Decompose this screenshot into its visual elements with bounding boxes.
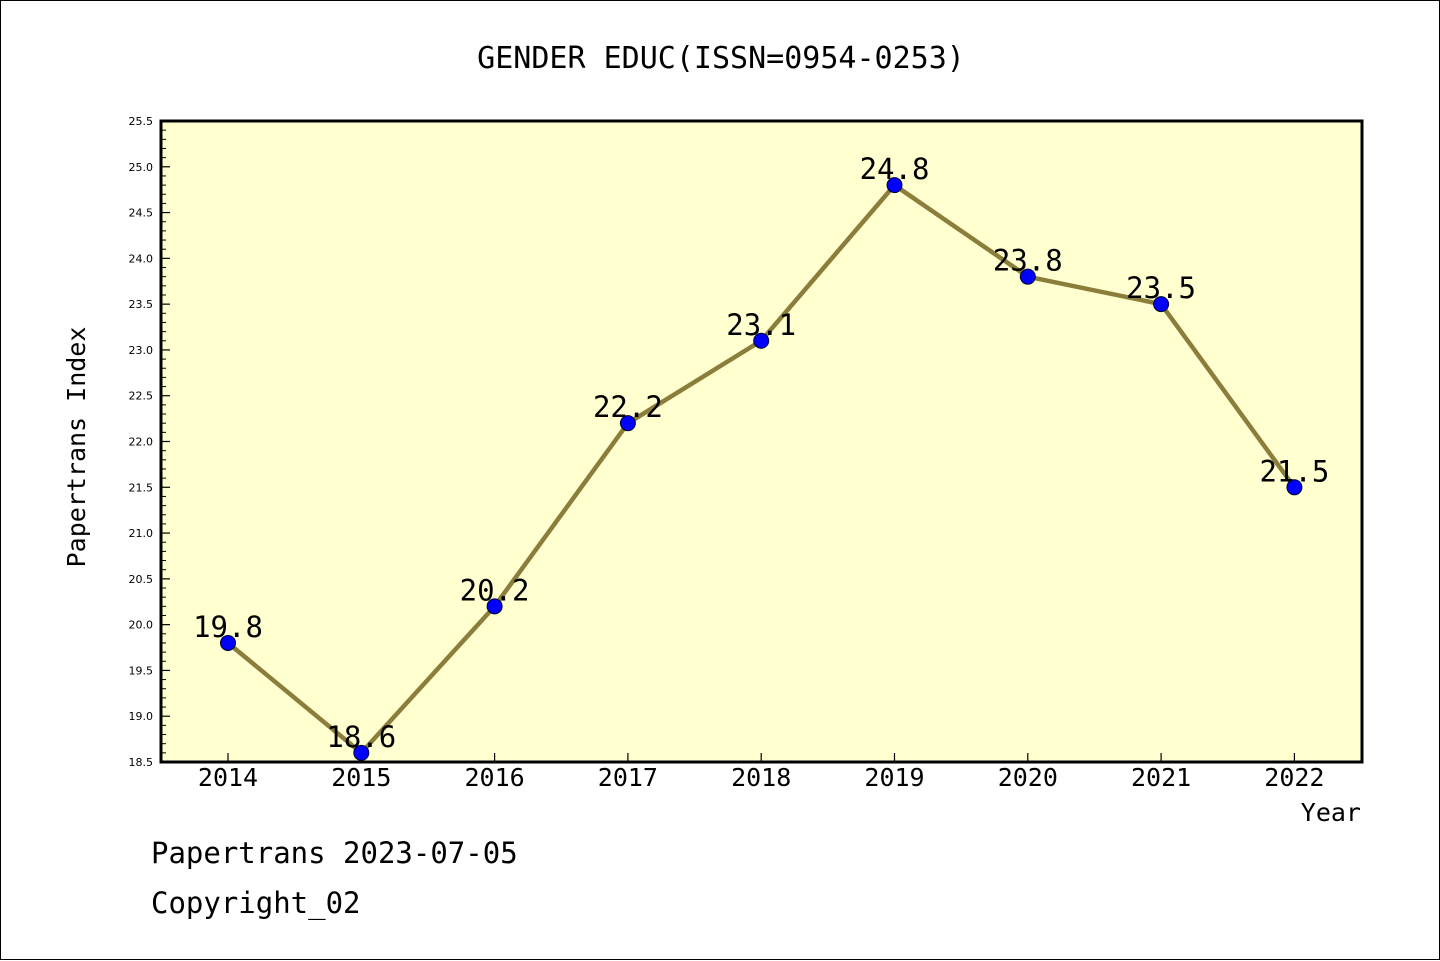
data-label: 23.1 [726, 308, 796, 342]
data-point [486, 598, 503, 615]
x-tick-label: 2015 [331, 763, 391, 792]
y-tick-label: 18.5 [129, 756, 154, 769]
x-tick-label: 2022 [1264, 763, 1324, 792]
y-tick-label: 19.5 [129, 664, 154, 677]
y-tick-label: 20.5 [129, 573, 154, 586]
data-point [1019, 268, 1036, 285]
x-axis: 2014 2015 2016 2017 2018 2019 2020 2021 2022 [198, 753, 1325, 792]
data-label: 19.8 [193, 610, 263, 644]
y-axis-label: Papertrans Index [62, 327, 91, 568]
data-label: 18.6 [326, 720, 396, 754]
chart-title: GENDER EDUC(ISSN=0954-0253) [477, 41, 965, 76]
x-tick-label: 2018 [731, 763, 791, 792]
x-tick-label: 2019 [864, 763, 924, 792]
data-label: 20.2 [460, 573, 530, 607]
series-group: 19.8 18.6 20.2 22.2 23.1 24.8 23.8 23.5 21.5 [193, 152, 1329, 761]
x-tick-label: 2016 [464, 763, 524, 792]
y-tick-label: 19.0 [129, 710, 154, 723]
y-tick-label: 20.0 [129, 619, 154, 632]
y-tick-label: 23.5 [129, 298, 154, 311]
data-label: 22.2 [593, 390, 663, 424]
data-label: 24.8 [860, 152, 930, 186]
y-tick-label: 22.5 [129, 390, 154, 403]
x-tick-label: 2021 [1131, 763, 1191, 792]
x-tick-label: 2017 [598, 763, 658, 792]
x-tick-label: 2014 [198, 763, 258, 792]
data-point [353, 744, 370, 761]
y-tick-label: 25.0 [129, 161, 154, 174]
plot-area [159, 119, 1364, 764]
x-axis-label: Year [1301, 798, 1361, 827]
y-tick-label: 25.5 [129, 115, 154, 128]
data-point [1153, 296, 1170, 313]
y-tick-label: 24.0 [129, 252, 154, 265]
y-tick-label: 21.0 [129, 527, 154, 540]
data-point [220, 634, 236, 651]
y-tick-label: 22.0 [129, 436, 154, 449]
footer-copyright: Copyright_02 [151, 886, 361, 920]
x-tick-label: 2020 [998, 763, 1058, 792]
data-label: 21.5 [1259, 454, 1329, 488]
data-label: 23.5 [1126, 271, 1196, 305]
data-point [886, 177, 903, 194]
footer-date: Papertrans 2023-07-05 [151, 836, 518, 870]
y-tick-label: 23.0 [129, 344, 154, 357]
data-label: 23.8 [993, 244, 1063, 278]
data-point [619, 415, 636, 432]
data-point [1286, 479, 1303, 496]
y-tick-label: 21.5 [129, 481, 154, 494]
y-axis: 18.5 19.0 19.5 20.0 20.5 21.0 21.5 22.0 22.5 23.0… [129, 115, 170, 769]
y-tick-label: 24.5 [129, 207, 154, 220]
data-point [753, 332, 770, 349]
